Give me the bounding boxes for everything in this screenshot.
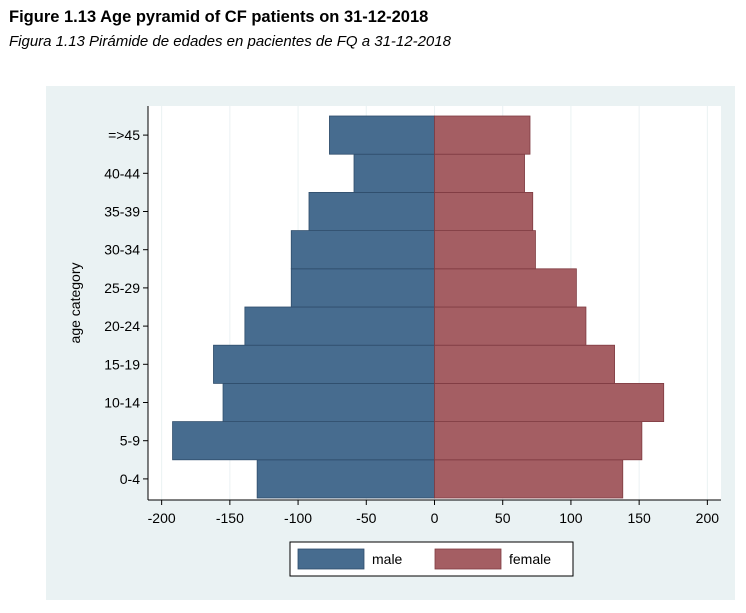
y-tick-label: 40-44 (104, 165, 140, 181)
bar-female (434, 382, 665, 422)
bar-male (172, 421, 435, 461)
age-pyramid-chart: 0-4 5-9 10-14 15-19 20-24 25-29 30-34 35-39 40-4… (46, 86, 735, 600)
legend-swatch-male (297, 548, 365, 570)
bar-female (434, 306, 587, 346)
bar-female (434, 230, 536, 270)
bar-female (434, 344, 615, 384)
x-tick-label: 100 (559, 510, 583, 526)
y-tick-label: 30-34 (104, 242, 140, 258)
y-axis-label: age category (67, 263, 83, 344)
legend-label-male: male (372, 551, 403, 567)
bar-male (308, 192, 435, 232)
x-tick-label: -150 (216, 510, 244, 526)
bar-female (434, 115, 531, 155)
chart-svg: 0-4 5-9 10-14 15-19 20-24 25-29 30-34 35-39 40-4… (46, 86, 735, 600)
legend-swatch-female (434, 548, 502, 570)
bar-male (353, 153, 435, 193)
bar-male (213, 344, 435, 384)
bar-female (434, 153, 525, 193)
bar-male (290, 230, 435, 270)
x-tick-label: 200 (696, 510, 720, 526)
bar-female (434, 459, 624, 499)
x-axis: -200 -150 -100 -50 0 50 100 150 200 (148, 499, 721, 526)
bar-male (290, 268, 435, 308)
y-tick-label: 0-4 (120, 471, 140, 487)
bar-male (244, 306, 435, 346)
y-tick-label: 25-29 (104, 280, 140, 296)
figure-subtitle: Figura 1.13 Pirámide de edades en pacien… (9, 33, 451, 50)
x-tick-label: 150 (627, 510, 651, 526)
bars-group (172, 115, 665, 499)
y-tick-label: =>45 (108, 127, 140, 143)
y-tick-label: 5-9 (120, 433, 140, 449)
bar-female (434, 421, 643, 461)
y-tick-label: 10-14 (104, 395, 140, 411)
bar-female (434, 192, 534, 232)
x-tick-label: -100 (284, 510, 312, 526)
x-tick-label: 50 (495, 510, 511, 526)
bar-male (329, 115, 435, 155)
legend: male female (289, 541, 574, 577)
figure-title: Figure 1.13 Age pyramid of CF patients o… (9, 8, 429, 26)
bar-female (434, 268, 577, 308)
y-axis: 0-4 5-9 10-14 15-19 20-24 25-29 30-34 35-39 40-4… (104, 106, 149, 500)
x-tick-label: -50 (356, 510, 376, 526)
legend-label-female: female (509, 551, 551, 567)
bar-male (222, 382, 435, 422)
bar-male (256, 459, 435, 499)
y-tick-label: 35-39 (104, 204, 140, 220)
x-tick-label: -200 (148, 510, 176, 526)
y-tick-label: 15-19 (104, 356, 140, 372)
y-tick-label: 20-24 (104, 318, 140, 334)
x-tick-label: 0 (431, 510, 439, 526)
